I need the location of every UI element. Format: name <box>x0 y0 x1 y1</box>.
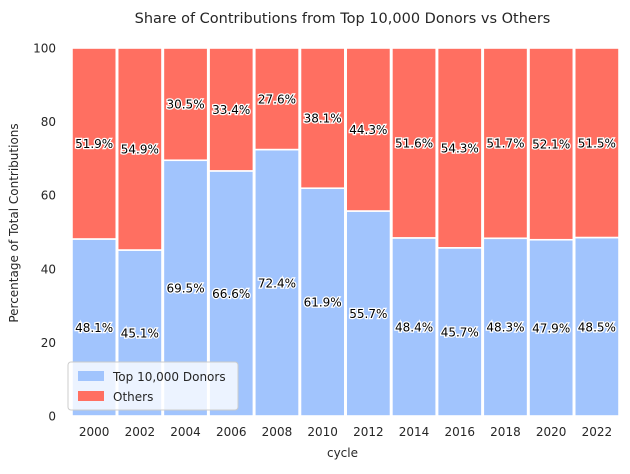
bar-top-donors-2010 <box>299 187 346 417</box>
data-label-others-2002: 54.9% <box>121 143 159 157</box>
data-label-top-donors-2018: 48.3% <box>486 321 524 335</box>
data-label-top-donors-2010: 61.9% <box>304 296 342 310</box>
data-label-top-donors-2014: 48.4% <box>395 320 433 334</box>
bar-others-2022 <box>573 47 620 239</box>
x-tick-label-2016: 2016 <box>444 425 475 439</box>
bar-others-2006 <box>208 47 255 172</box>
data-label-top-donors-2006: 66.6% <box>212 287 250 301</box>
bar-others-2016 <box>436 47 483 249</box>
axes-layer: 2000 2002 2004 2006 2008 2010 2012 2014 2016 2018… <box>33 42 612 440</box>
data-label-others-2012: 44.3% <box>349 123 387 137</box>
data-label-others-2000: 51.9% <box>75 137 113 151</box>
bar-top-donors-2014 <box>391 237 438 417</box>
data-label-top-donors-2008: 72.4% <box>258 276 296 290</box>
y-tick-label-0: 0 <box>48 410 56 424</box>
data-label-top-donors-2002: 45.1% <box>121 327 159 341</box>
legend-swatch-others <box>78 391 104 401</box>
y-tick-label-20: 20 <box>41 336 56 350</box>
bar-others-2010 <box>299 47 346 190</box>
y-axis-label: Percentage of Total Contributions <box>7 123 21 322</box>
bar-top-donors-2020 <box>528 238 575 417</box>
data-label-others-2006: 33.4% <box>212 103 250 117</box>
legend-label-others: Others <box>113 390 153 404</box>
y-tick-label-60: 60 <box>41 189 56 203</box>
data-label-top-donors-2012: 55.7% <box>349 307 387 321</box>
data-label-top-donors-2022: 48.5% <box>578 320 616 334</box>
data-label-others-2014: 51.6% <box>395 136 433 150</box>
data-label-others-2008: 27.6% <box>258 92 296 106</box>
bar-others-2014 <box>391 47 438 239</box>
legend-label-top-donors: Top 10,000 Donors <box>112 370 226 384</box>
y-tick-label-40: 40 <box>41 262 56 276</box>
bar-others-2004 <box>162 47 209 162</box>
x-tick-label-2000: 2000 <box>79 425 110 439</box>
x-tick-label-2006: 2006 <box>216 425 247 439</box>
x-tick-label-2010: 2010 <box>307 425 338 439</box>
bar-others-2000 <box>71 47 118 240</box>
legend: Top 10,000 Donors Others <box>67 361 239 411</box>
bars-layer <box>71 47 620 417</box>
x-tick-label-2022: 2022 <box>582 425 613 439</box>
bar-others-2002 <box>116 47 163 251</box>
y-tick-label-100: 100 <box>33 42 56 56</box>
x-tick-label-2002: 2002 <box>125 425 156 439</box>
data-label-top-donors-2004: 69.5% <box>166 282 204 296</box>
x-axis-label: cycle <box>327 446 358 460</box>
bar-others-2020 <box>528 47 575 241</box>
x-tick-label-2018: 2018 <box>490 425 521 439</box>
bar-top-donors-2012 <box>345 210 392 417</box>
data-label-others-2004: 30.5% <box>166 98 204 112</box>
data-label-others-2016: 54.3% <box>441 141 479 155</box>
x-tick-label-2008: 2008 <box>262 425 293 439</box>
x-tick-label-2004: 2004 <box>170 425 201 439</box>
x-tick-label-2012: 2012 <box>353 425 384 439</box>
bar-others-2008 <box>253 47 300 151</box>
data-label-others-2018: 51.7% <box>486 137 524 151</box>
chart-title: Share of Contributions from Top 10,000 D… <box>135 11 551 27</box>
legend-box <box>67 361 239 411</box>
data-label-others-2010: 38.1% <box>304 112 342 126</box>
bar-top-donors-2018 <box>482 237 529 417</box>
data-label-top-donors-2000: 48.1% <box>75 321 113 335</box>
bar-others-2012 <box>345 47 392 212</box>
data-label-top-donors-2020: 47.9% <box>532 321 570 335</box>
data-labels-layer: 48.1% 51.9% 45.1% 54.9% 69.5% 30.5% 66.6% 33.4%… <box>74 91 617 342</box>
data-label-others-2022: 51.5% <box>578 136 616 150</box>
x-tick-label-2014: 2014 <box>399 425 430 439</box>
bar-top-donors-2022 <box>573 236 620 417</box>
data-label-top-donors-2016: 45.7% <box>441 325 479 339</box>
legend-swatch-top-donors <box>78 371 104 381</box>
y-tick-label-80: 80 <box>41 115 56 129</box>
bar-others-2018 <box>482 47 529 240</box>
data-label-others-2020: 52.1% <box>532 137 570 151</box>
x-tick-label-2020: 2020 <box>536 425 567 439</box>
